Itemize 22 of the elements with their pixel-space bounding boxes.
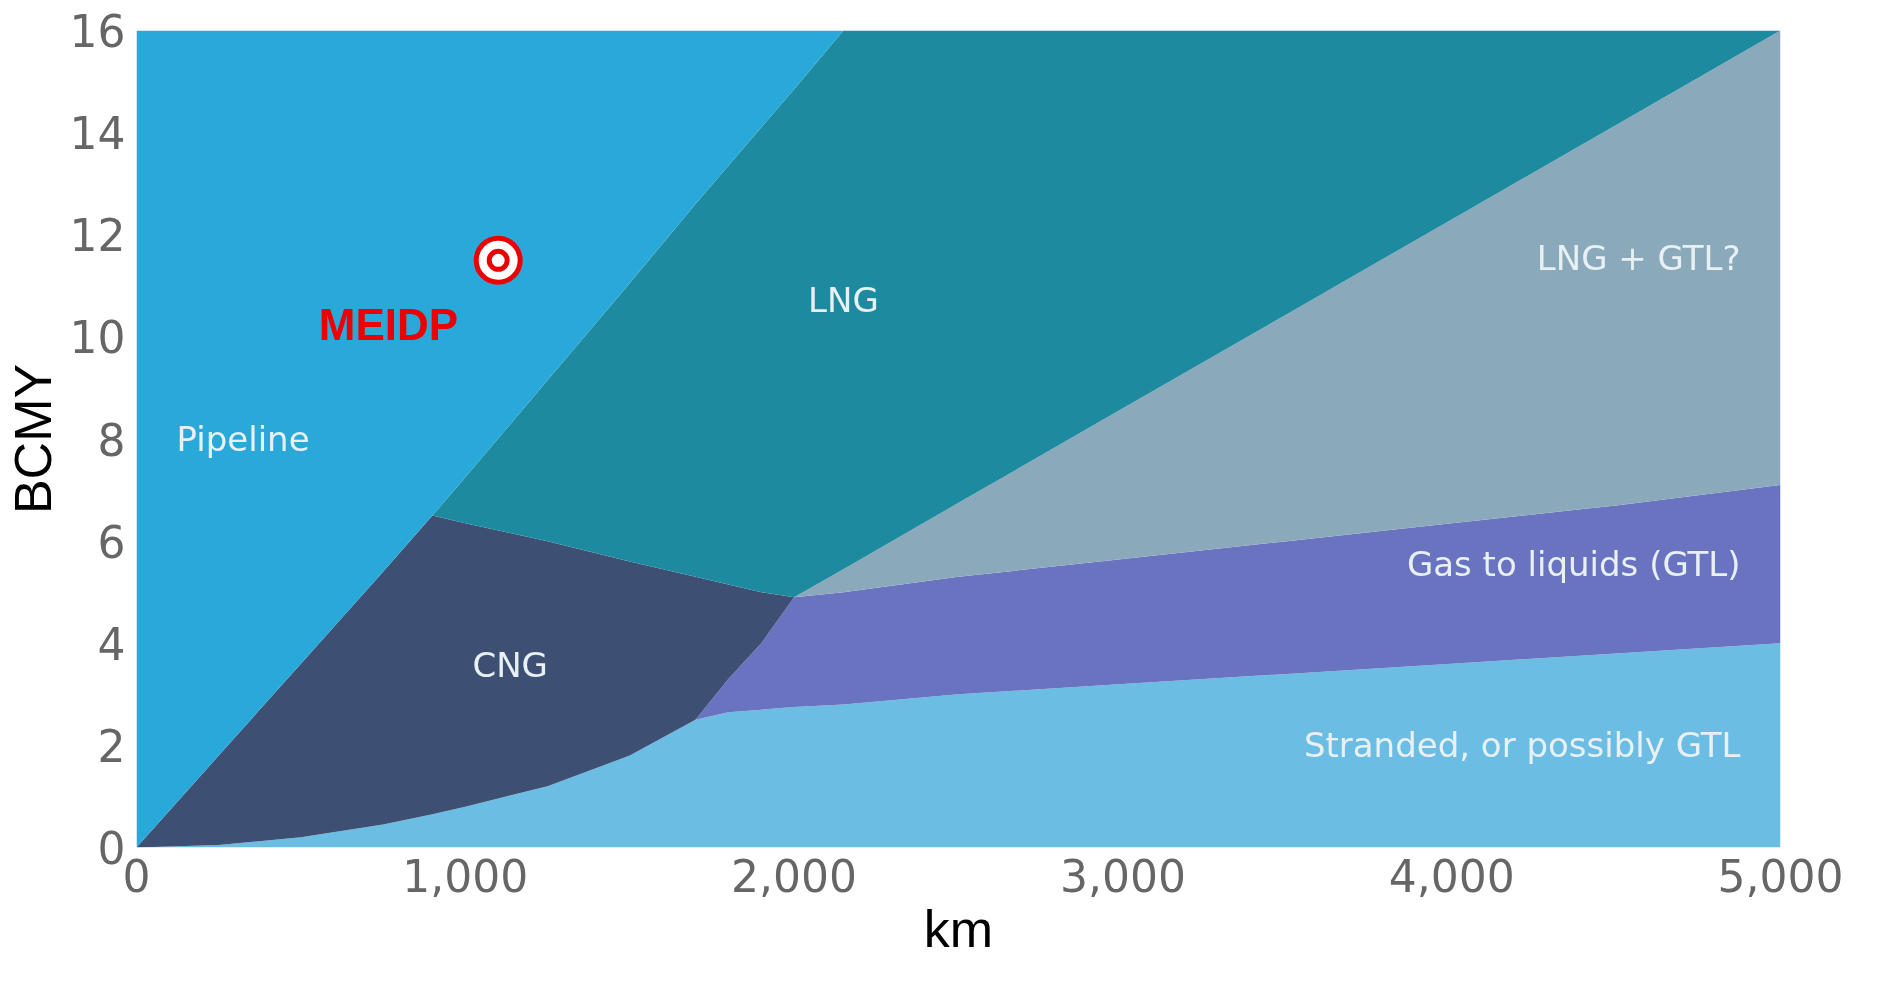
y-tick-label: 2 [97,720,126,772]
x-tick-label: 4,000 [1388,850,1515,902]
y-tick-label: 12 [69,210,126,262]
series-label: CNG [472,644,548,685]
x-tick-label: 1,000 [402,850,529,902]
y-tick-label: 16 [69,6,126,57]
x-tick-label: 5,000 [1717,850,1844,902]
series-label: LNG [808,279,879,320]
y-tick-label: 4 [97,618,126,670]
y-tick-label: 6 [97,516,126,568]
series-label: Gas to liquids (GTL) [1406,544,1741,585]
annotation: MEIDP [318,300,459,350]
y-tick-label: 8 [97,414,126,466]
x-axis-title: km [923,899,994,958]
x-tick-label: 3,000 [1059,850,1186,902]
series-label: Pipeline [176,419,310,459]
series-label: Stranded, or possibly GTL [1303,725,1741,766]
y-axis-title: BCMY [3,363,62,515]
y-tick-label: 14 [69,108,126,160]
y-tick-label: 10 [69,312,126,364]
series-label: LNG + GTL? [1536,237,1741,278]
x-tick-label: 2,000 [731,850,858,902]
